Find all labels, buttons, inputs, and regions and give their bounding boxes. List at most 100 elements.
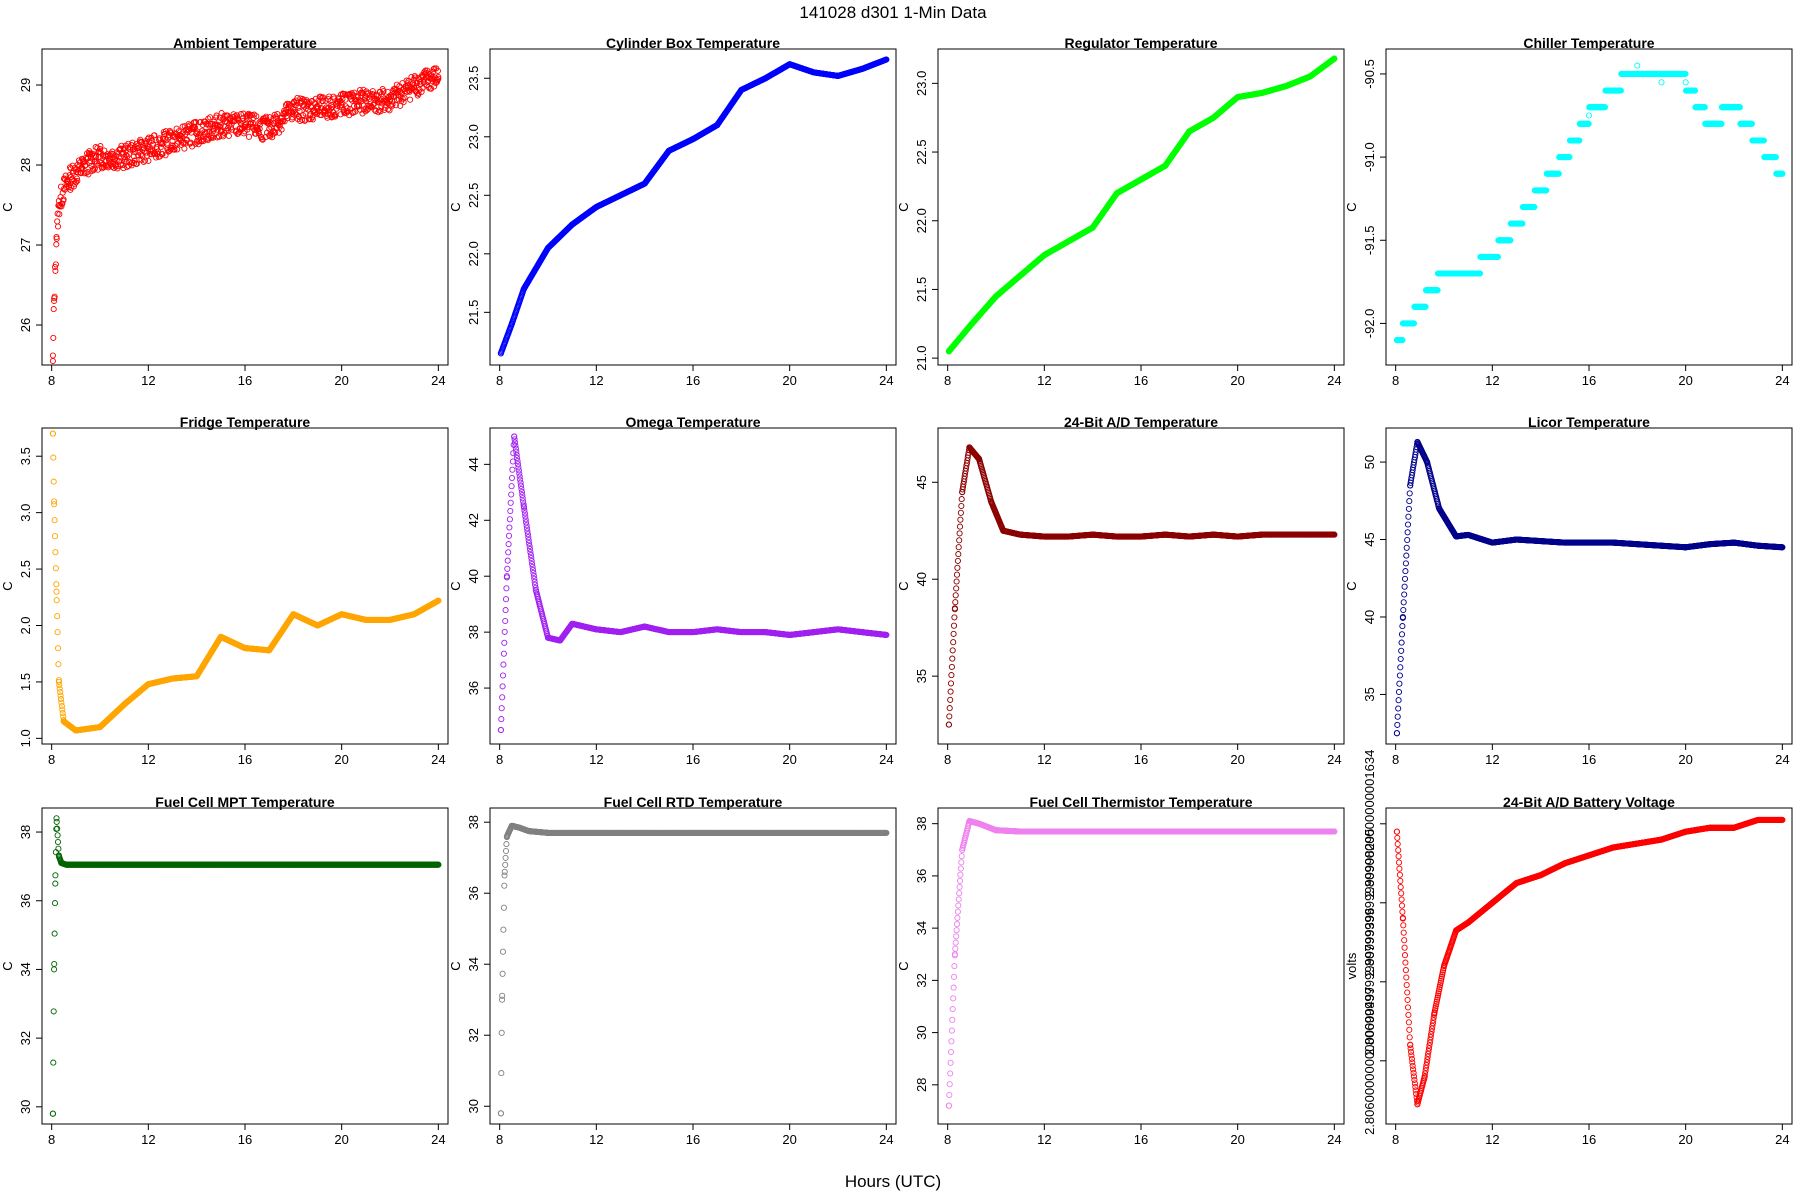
plot-frame [937, 48, 1345, 366]
y-axis-label: C [0, 202, 15, 211]
data-points [49, 65, 442, 365]
x-tick-label: 16 [686, 373, 700, 388]
data-point [49, 357, 56, 365]
data-point [278, 119, 285, 126]
data-point [205, 122, 212, 129]
data-point [230, 111, 237, 118]
data-point [507, 507, 514, 515]
data-point [205, 115, 212, 122]
plot-frame [489, 48, 897, 366]
data-point [503, 585, 510, 592]
data-point [129, 139, 136, 146]
data-point [54, 645, 62, 652]
y-tick-label: 1.0 [18, 729, 33, 747]
y-axis-label: C [1344, 202, 1359, 211]
y-tick-label: 23.0 [914, 71, 929, 96]
data-point [1682, 79, 1689, 86]
data-point [217, 121, 224, 129]
x-tick-label: 20 [334, 752, 348, 767]
data-point [54, 223, 62, 230]
data-point [174, 146, 181, 153]
data-point [386, 97, 394, 105]
data-point [290, 105, 297, 113]
x-tick-label: 24 [879, 373, 893, 388]
y-tick-label: 28 [18, 158, 33, 172]
y-tick-label: 2.0 [18, 616, 33, 634]
data-point [200, 137, 207, 145]
y-tick-label: 21.0 [914, 345, 929, 370]
data-point [135, 152, 142, 159]
data-point [52, 267, 59, 274]
y-tick-label: 27 [18, 238, 33, 252]
x-tick-label: 12 [589, 373, 603, 388]
data-point [55, 201, 62, 209]
data-point [152, 136, 159, 144]
data-point [416, 86, 423, 93]
data-point [498, 705, 505, 712]
data-point [91, 165, 98, 172]
data-points [497, 56, 890, 357]
data-point [1585, 112, 1593, 119]
data-point [87, 157, 94, 165]
data-point [407, 96, 414, 103]
data-point [401, 94, 408, 101]
data-point [1658, 79, 1665, 86]
data-point [434, 67, 441, 74]
data-point [120, 165, 127, 172]
y-tick-label: 22.5 [466, 183, 481, 208]
data-point [285, 100, 292, 108]
data-point [314, 105, 321, 113]
data-point [360, 86, 367, 93]
data-point [253, 113, 260, 120]
y-tick-label: 2.5 [18, 560, 33, 578]
data-point [60, 185, 67, 193]
data-point [411, 81, 418, 89]
data-points [945, 55, 1338, 355]
data-point [53, 588, 60, 595]
data-point [500, 661, 507, 668]
data-point [144, 143, 151, 150]
data-point [502, 617, 509, 625]
data-point [51, 297, 58, 305]
data-point [49, 430, 56, 437]
data-point [116, 158, 123, 165]
data-point [418, 88, 425, 95]
x-tick-label: 24 [431, 373, 445, 388]
data-point [133, 160, 140, 167]
data-point [54, 613, 61, 620]
data-point [225, 132, 232, 139]
y-tick-label: 1.5 [18, 673, 33, 691]
data-point [55, 661, 62, 668]
data-point [50, 478, 57, 485]
data-point [159, 151, 166, 158]
data-points [497, 433, 890, 734]
data-point [245, 133, 253, 140]
data-point [352, 108, 359, 115]
data-point [114, 165, 121, 172]
y-tick-label: 22.0 [466, 241, 481, 266]
data-point [162, 128, 169, 135]
y-tick-label: -91.5 [1362, 225, 1377, 255]
plot-frame [41, 427, 449, 745]
data-point [342, 96, 349, 103]
plot-frame [1385, 48, 1793, 366]
data-point [53, 233, 60, 241]
data-point [344, 105, 351, 112]
data-point [509, 466, 516, 473]
y-tick-label: 22.0 [914, 208, 929, 233]
data-point [51, 517, 58, 524]
y-tick-label: 26 [18, 318, 33, 332]
data-point [130, 153, 137, 160]
figure-title: 141028 d301 1-Min Data [799, 3, 987, 22]
x-tick-label: 20 [1230, 373, 1244, 388]
data-point [96, 153, 104, 161]
data-point [1634, 62, 1641, 69]
data-point [204, 128, 211, 135]
data-point [193, 129, 200, 137]
data-point [145, 145, 152, 153]
data-point [51, 533, 59, 540]
